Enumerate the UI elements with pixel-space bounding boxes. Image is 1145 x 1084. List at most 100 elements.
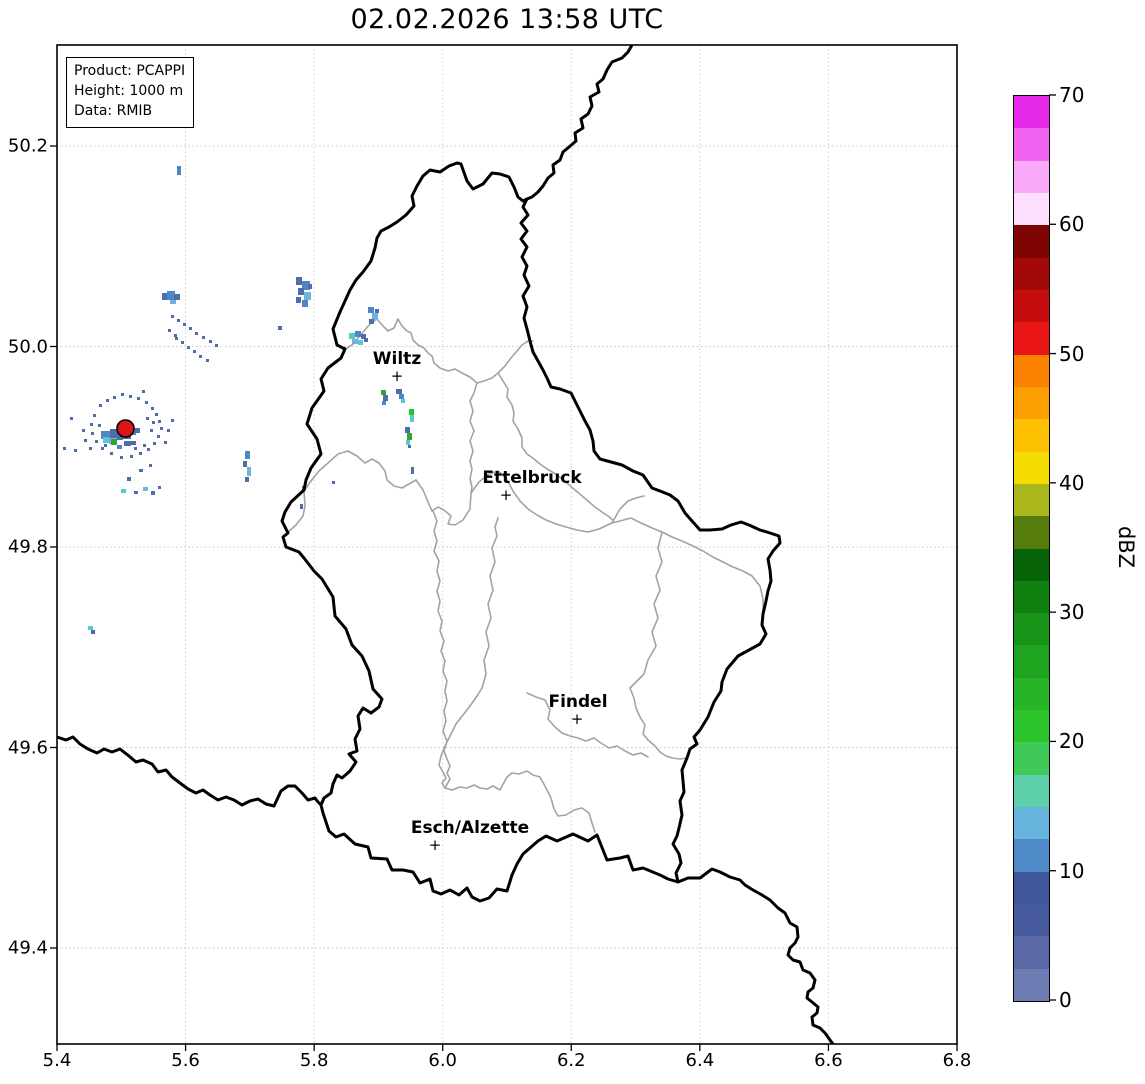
- x-tick-label: 6.4: [685, 1050, 715, 1071]
- colorbar-band: [1014, 741, 1049, 775]
- radar-echo-dot: [142, 390, 145, 393]
- radar-echo-cell: [127, 477, 131, 481]
- radar-echo-cell: [170, 300, 176, 304]
- colorbar-axis-label: dBZ: [1114, 525, 1138, 569]
- radar-echo-cell: [349, 333, 355, 339]
- radar-echo-cell: [149, 464, 152, 467]
- radar-echo-cell: [300, 504, 303, 509]
- canton-border-grevenmacher: [629, 531, 663, 689]
- radar-echo-dot: [143, 444, 146, 447]
- radar-echo-cell: [139, 469, 143, 472]
- radar-echo-dot: [152, 421, 155, 424]
- radar-echo-cell: [406, 440, 410, 445]
- canton-border-remich: [629, 687, 688, 760]
- radar-echo-dot: [63, 447, 66, 450]
- radar-echo-cell: [243, 461, 247, 467]
- radar-echo-cell: [296, 297, 301, 303]
- radar-echo-dot: [121, 393, 124, 396]
- info-product: Product: PCAPPI: [74, 63, 186, 79]
- city-label-eschalzette: Esch/Alzette: [410, 818, 530, 838]
- radar-echo-cell: [411, 467, 414, 474]
- radar-echo-cell: [410, 415, 414, 422]
- y-tick-label: 50.2: [7, 135, 48, 157]
- colorbar-tick-label: 30: [1059, 600, 1085, 625]
- radar-echo-dot: [195, 332, 198, 335]
- radar-echo-cell: [143, 487, 148, 491]
- radar-echo-dot: [104, 444, 107, 447]
- colorbar-band: [1014, 386, 1049, 420]
- radar-echo-cell: [245, 477, 249, 482]
- colorbar-band: [1014, 838, 1049, 872]
- radar-echo-cell: [399, 394, 404, 399]
- city-marker-plus: +: [390, 367, 404, 385]
- radar-echo-cell: [408, 445, 411, 448]
- radar-echo-cell: [91, 630, 95, 634]
- colorbar-tick-label: 40: [1059, 470, 1085, 495]
- colorbar-band: [1014, 354, 1049, 387]
- colorbar-tick-label: 60: [1059, 212, 1085, 237]
- radar-echo-dot: [187, 346, 190, 349]
- radar-echo-cell: [368, 307, 374, 313]
- colorbar-band: [1014, 644, 1049, 678]
- canton-border-main-divider: [286, 450, 645, 534]
- colorbar-band: [1014, 483, 1049, 517]
- city-label-wiltz: Wiltz: [372, 349, 422, 369]
- radar-echo-cell: [134, 491, 138, 494]
- radar-echo-cell: [177, 166, 181, 175]
- radar-echo-dot: [139, 452, 142, 455]
- radar-echo-cell: [361, 334, 366, 339]
- colorbar-band: [1014, 968, 1049, 1001]
- grid-lines: [57, 45, 957, 1044]
- radar-echo-dot: [206, 359, 209, 362]
- canton-border-east-divider: [611, 517, 764, 614]
- product-info-box: Product: PCAPPI Height: 1000 m Data: RMI…: [66, 57, 195, 128]
- radar-echo-dot: [110, 452, 113, 455]
- colorbar-band: [1014, 515, 1049, 549]
- radar-echo-dot: [167, 429, 170, 432]
- city-marker-plus: +: [428, 836, 442, 854]
- radar-echo-dot: [145, 401, 148, 404]
- radar-echo-cell: [158, 486, 161, 489]
- colorbar-band: [1014, 224, 1049, 258]
- radar-echo-cell: [382, 401, 386, 405]
- radar-echo-cell: [304, 292, 311, 300]
- radar-echo-dot: [113, 396, 116, 399]
- radar-echo-dot: [157, 435, 160, 438]
- y-tick-label: 49.8: [7, 536, 48, 558]
- radar-echo-cell: [409, 409, 414, 415]
- radar-echo-dot: [137, 397, 140, 400]
- radar-echo-cell: [405, 427, 410, 433]
- canton-border-capellen: [438, 687, 483, 789]
- radar-echo-cell: [117, 445, 122, 449]
- radar-echo-dot: [158, 420, 161, 423]
- colorbar-band: [1014, 160, 1049, 193]
- radar-echo-dot: [193, 350, 196, 353]
- colorbar-band: [1014, 95, 1049, 129]
- radar-echo-dot: [199, 355, 202, 358]
- radar-echo-cell: [131, 441, 136, 445]
- radar-echo-dot: [99, 404, 102, 407]
- radar-echo-dot: [130, 455, 133, 458]
- colorbar-band: [1014, 321, 1049, 355]
- colorbar-band: [1014, 935, 1049, 969]
- y-tick-label: 49.6: [7, 737, 48, 758]
- france-germany-border: [676, 867, 835, 1044]
- radar-echo-cell: [103, 437, 109, 443]
- luxembourg-border: [280, 161, 782, 903]
- belgium-germany-border: [525, 45, 634, 201]
- x-tick-label: 5.6: [171, 1050, 200, 1071]
- radar-echo-dot: [151, 407, 154, 410]
- city-label-findel: Findel: [548, 692, 608, 712]
- radar-echo-dot: [181, 341, 184, 344]
- radar-echo-cell: [278, 326, 282, 330]
- radar-echo-cell: [352, 339, 358, 344]
- colorbar-band: [1014, 548, 1049, 581]
- radar-echo-cell: [245, 451, 250, 459]
- radar-echo-cell: [124, 441, 131, 446]
- radar-echo-dot: [82, 429, 85, 432]
- colorbar-tick-label: 50: [1059, 341, 1085, 366]
- radar-echo-dot: [183, 323, 186, 326]
- radar-echo-cell: [369, 319, 374, 324]
- radar-echo-dot: [215, 344, 218, 347]
